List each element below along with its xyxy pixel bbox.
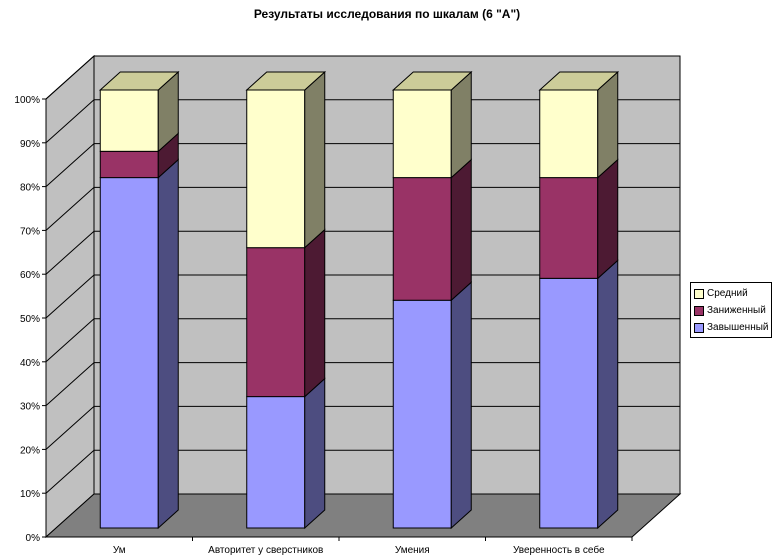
bar-segment-front (99, 150, 159, 179)
bar-segment-front (539, 277, 599, 529)
gridline (45, 186, 680, 231)
y-tick-label: 100% (14, 95, 40, 106)
gridline (45, 362, 680, 406)
bar-segment-side (304, 70, 326, 249)
bar-segment-front (99, 89, 159, 152)
y-tick-label: 70% (20, 226, 40, 237)
bar-segment-front (246, 396, 306, 529)
gridline (45, 449, 680, 494)
gridline (45, 274, 680, 319)
bar-top (538, 71, 620, 91)
bar-top (391, 71, 473, 91)
x-tick-label: Уверенность в себе (513, 544, 605, 556)
bar-segment-side (304, 377, 326, 530)
y-tick-label: 80% (20, 183, 40, 194)
y-tick-label: 40% (20, 358, 40, 369)
y-tick-label: 20% (20, 445, 40, 456)
bar-top (98, 71, 180, 91)
bar-top (245, 71, 327, 91)
legend-item: Заниженный (694, 302, 771, 319)
legend-swatch (694, 288, 704, 299)
legend-label: Завышенный (707, 322, 769, 333)
bar-segment-front (539, 177, 599, 279)
legend-item: Завышенный (694, 319, 771, 336)
legend-swatch (694, 305, 704, 316)
legend-label: Средний (707, 288, 748, 299)
chart-title: Результаты исследования по шкалам (6 "А"… (253, 7, 521, 21)
legend-item: Средний (694, 285, 771, 302)
bar-segment-side (597, 158, 619, 280)
x-tick-label: Ум (113, 545, 126, 556)
bar-segment-front (99, 177, 159, 529)
gridline (45, 230, 680, 275)
y-tick-label: 0% (26, 533, 41, 544)
bar-segment-front (539, 89, 599, 179)
legend-label: Заниженный (707, 305, 766, 316)
x-tick-label: Умения (395, 545, 430, 556)
y-tick-label: 60% (20, 270, 40, 281)
bar-segment-front (392, 89, 452, 179)
legend-swatch (694, 322, 704, 333)
bar-segment-side (450, 158, 472, 302)
y-tick-label: 50% (20, 314, 40, 325)
x-tick-label: Авторитет у сверстников (208, 545, 323, 556)
bar-segment-front (392, 177, 452, 301)
bar-segment-side (157, 158, 179, 530)
bar-segment-front (246, 89, 306, 249)
y-tick-label: 10% (20, 489, 40, 500)
bar-segment-front (246, 247, 306, 398)
gridline (45, 143, 680, 187)
gridline (45, 318, 680, 363)
gridline (45, 55, 680, 100)
bar-segment-front (392, 299, 452, 529)
y-tick-label: 90% (20, 139, 40, 150)
axes: 0% 10% 20% 30% 40% 50% 60% 70% 80% 90% 100% Ум Автор… (14, 95, 633, 556)
gridline (45, 405, 680, 450)
bars (98, 70, 620, 530)
legend: Средний Заниженный Завышенный (690, 282, 772, 338)
bar-segment-side (597, 259, 619, 530)
bar-segment-side (450, 281, 472, 530)
bar-segment-side (304, 228, 326, 398)
gridline (45, 99, 680, 144)
y-tick-label: 30% (20, 402, 40, 413)
grid-lines (45, 55, 680, 494)
